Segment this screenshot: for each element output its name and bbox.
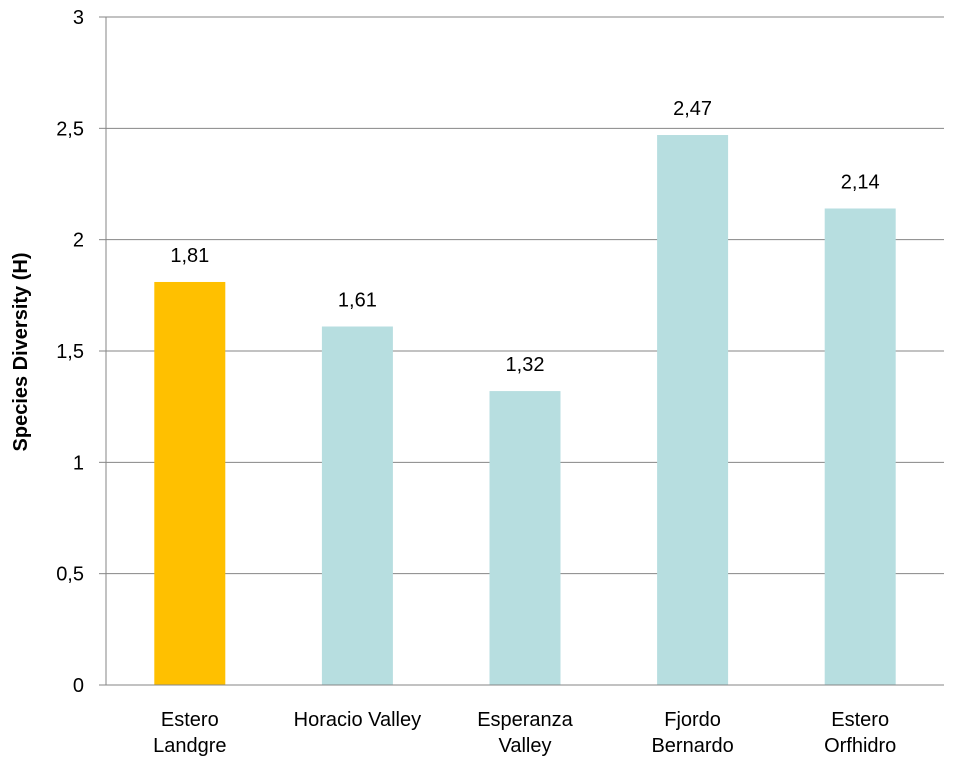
data-labels: 1,81 1,61 1,32 2,47 2,14 <box>170 98 879 376</box>
x-category-label: Fjordo <box>664 709 721 731</box>
data-label: 1,61 <box>338 290 377 312</box>
x-category-label: Landgre <box>153 735 226 757</box>
bar <box>489 391 561 685</box>
x-category-label: Bernardo <box>651 735 733 757</box>
x-axis-categories: Estero Landgre Horacio Valley Esperanza Vall… <box>153 709 896 757</box>
x-category-label: Estero <box>831 709 889 731</box>
data-label: 2,14 <box>841 171 880 193</box>
y-tick-label: 3 <box>73 7 84 29</box>
bars <box>106 135 944 686</box>
y-tick-label: 1 <box>73 452 84 474</box>
y-tick-label: 2 <box>73 230 84 252</box>
bar <box>824 208 896 685</box>
y-axis-ticks: 0 0,5 1 1,5 2 2,5 3 <box>56 7 84 697</box>
y-tick-label: 1,5 <box>56 341 84 363</box>
x-category-label: Valley <box>499 735 552 757</box>
y-tick-label: 2,5 <box>56 118 84 140</box>
data-label: 2,47 <box>673 98 712 120</box>
y-axis-label: Species Diversity (H) <box>10 253 32 452</box>
bar <box>657 135 729 686</box>
y-tick-label: 0,5 <box>56 564 84 586</box>
bar <box>321 326 393 685</box>
x-category-label: Horacio Valley <box>294 709 421 731</box>
x-category-label: Estero <box>161 709 219 731</box>
data-label: 1,32 <box>506 354 545 376</box>
bar <box>154 281 226 685</box>
data-label: 1,81 <box>170 245 209 267</box>
x-category-label: Orfhidro <box>824 735 896 757</box>
x-category-label: Esperanza <box>477 709 573 731</box>
y-tick-label: 0 <box>73 675 84 697</box>
